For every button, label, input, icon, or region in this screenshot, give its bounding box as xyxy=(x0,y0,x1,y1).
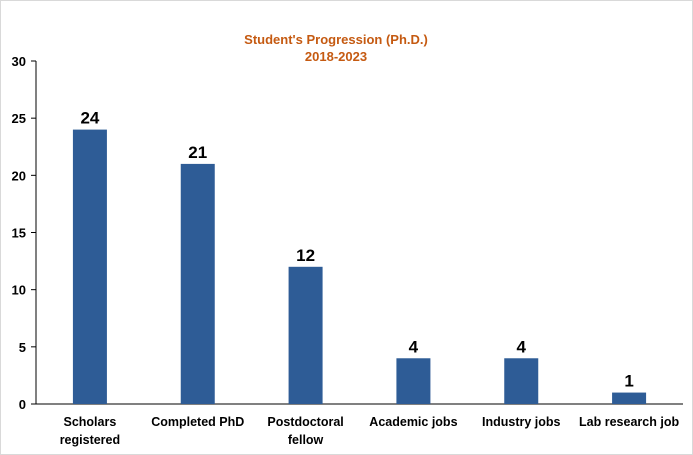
x-category-label: Lab research job xyxy=(579,415,679,429)
y-tick-label: 5 xyxy=(19,340,26,355)
y-tick-label: 10 xyxy=(12,283,26,298)
data-label: 12 xyxy=(296,246,315,265)
x-category-label: Scholars registered xyxy=(60,415,120,447)
bar xyxy=(180,163,215,404)
bar xyxy=(72,129,107,404)
data-label: 4 xyxy=(517,337,527,356)
bar xyxy=(288,266,323,404)
data-label: 24 xyxy=(80,109,99,128)
data-label: 4 xyxy=(409,337,419,356)
data-label: 1 xyxy=(624,372,633,391)
x-category-label: Completed PhD xyxy=(151,415,244,429)
bar xyxy=(504,358,539,404)
x-category-label: Postdoctoral fellow xyxy=(267,415,343,447)
y-tick-label: 20 xyxy=(12,168,26,183)
y-tick-label: 25 xyxy=(12,111,26,126)
y-tick-label: 15 xyxy=(12,226,26,241)
x-category-label: Academic jobs xyxy=(369,415,457,429)
data-label: 21 xyxy=(188,143,207,162)
y-tick-label: 0 xyxy=(19,397,26,412)
y-tick-label: 30 xyxy=(12,54,26,69)
bar xyxy=(396,358,431,404)
x-category-label: Industry jobs xyxy=(482,415,561,429)
chart-title: Student's Progression (Ph.D.) xyxy=(244,32,428,47)
chart-subtitle: 2018-2023 xyxy=(304,49,368,64)
chart-title-block: Student's Progression (Ph.D.) 2018-2023 xyxy=(1,31,671,65)
bar xyxy=(612,392,647,404)
